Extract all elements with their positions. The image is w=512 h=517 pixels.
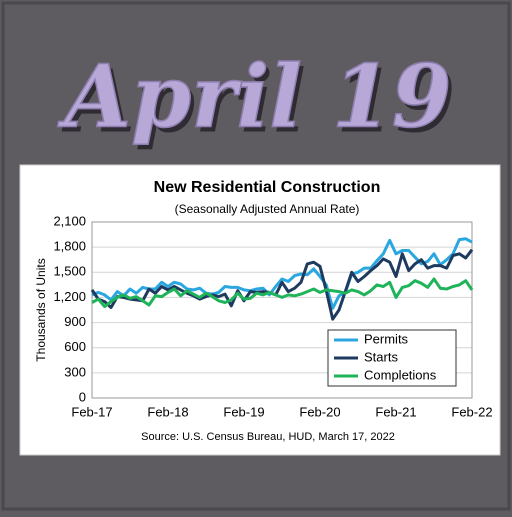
source-note: Source: U.S. Census Bureau, HUD, March 1… (141, 431, 395, 443)
plot-border (91, 221, 473, 399)
x-tick-label: Feb-22 (451, 404, 492, 419)
y-axis-label: Thousands of Units (34, 258, 48, 361)
chart-subtitle: (Seasonally Adjusted Annual Rate) (175, 202, 360, 216)
y-tick-label: 2,100 (53, 213, 86, 228)
banner-shadow: April 19 (61, 52, 455, 153)
x-tick-label: Feb-19 (223, 404, 264, 419)
legend-label: Permits (364, 331, 409, 346)
y-tick-label: 1,800 (53, 239, 86, 254)
banner: April 19 (57, 47, 451, 148)
y-tick-label: 1,500 (53, 264, 86, 279)
y-tick-label: 600 (64, 339, 86, 354)
x-tick-label: Feb-18 (147, 404, 188, 419)
legend-label: Starts (364, 349, 398, 364)
y-tick-label: 300 (64, 364, 86, 379)
series-line (90, 248, 474, 321)
y-tick-label: 900 (64, 314, 86, 329)
x-tick-label: Feb-17 (71, 404, 112, 419)
chart-title: New Residential Construction (154, 179, 381, 196)
y-tick-label: 0 (79, 389, 86, 404)
series-line (91, 277, 474, 309)
y-tick-label: 1,200 (53, 289, 86, 304)
chart-panel (19, 164, 501, 456)
x-tick-label: Feb-20 (299, 404, 340, 419)
x-tick-label: Feb-21 (375, 404, 416, 419)
series-line (91, 237, 473, 310)
legend-label: Completions (364, 367, 437, 382)
